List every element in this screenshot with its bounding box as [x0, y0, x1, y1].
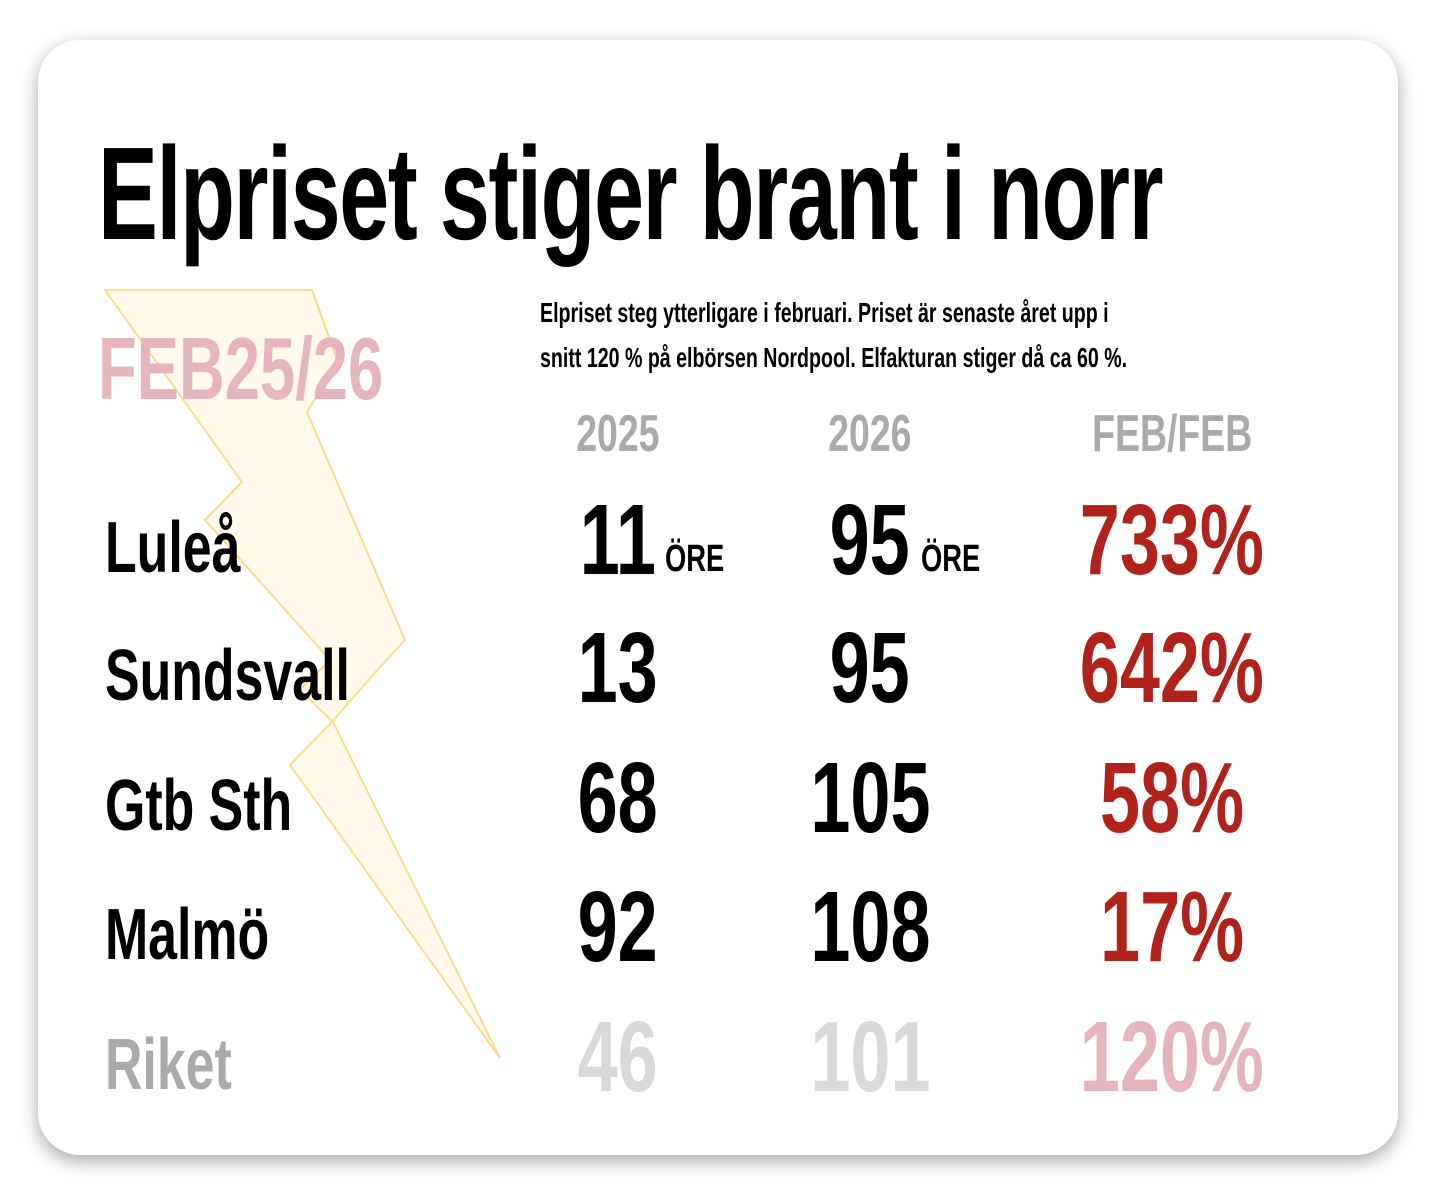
city-label: Riket [105, 1025, 232, 1105]
value-2025: 11 [579, 484, 657, 596]
value-2025: 46 [577, 1001, 659, 1113]
value-2026: 108 [809, 871, 931, 983]
page-title: Elpriset stiger brant i norr [98, 120, 1164, 267]
change-percent: 733% [1079, 484, 1265, 596]
change-percent: 58% [1099, 742, 1245, 854]
header-change: FEB/FEB [1091, 405, 1253, 463]
value-2026: 101 [809, 1001, 931, 1113]
city-label: Sundsvall [105, 636, 350, 716]
change-percent: 642% [1079, 612, 1265, 724]
unit-label: ÖRE [921, 538, 981, 580]
change-percent: 120% [1079, 1001, 1265, 1113]
value-2025: 68 [577, 742, 659, 854]
city-label: Gtb Sth [105, 766, 293, 846]
unit-label: ÖRE [665, 538, 725, 580]
header-2026: 2026 [828, 405, 912, 463]
infographic-card [38, 40, 1398, 1155]
city-label: Malmö [105, 895, 270, 975]
value-2026: 95 [829, 484, 911, 596]
intro-text: Elpriset steg ytterligare i februari. Pr… [540, 297, 1128, 373]
period-label: FEB25/26 [98, 319, 384, 418]
value-2026: 95 [829, 612, 911, 724]
header-2025: 2025 [576, 405, 660, 463]
city-label: Luleå [105, 508, 241, 588]
value-2026: 105 [809, 742, 931, 854]
change-percent: 17% [1099, 871, 1245, 983]
value-2025: 92 [577, 871, 659, 983]
value-2025: 13 [577, 612, 659, 724]
